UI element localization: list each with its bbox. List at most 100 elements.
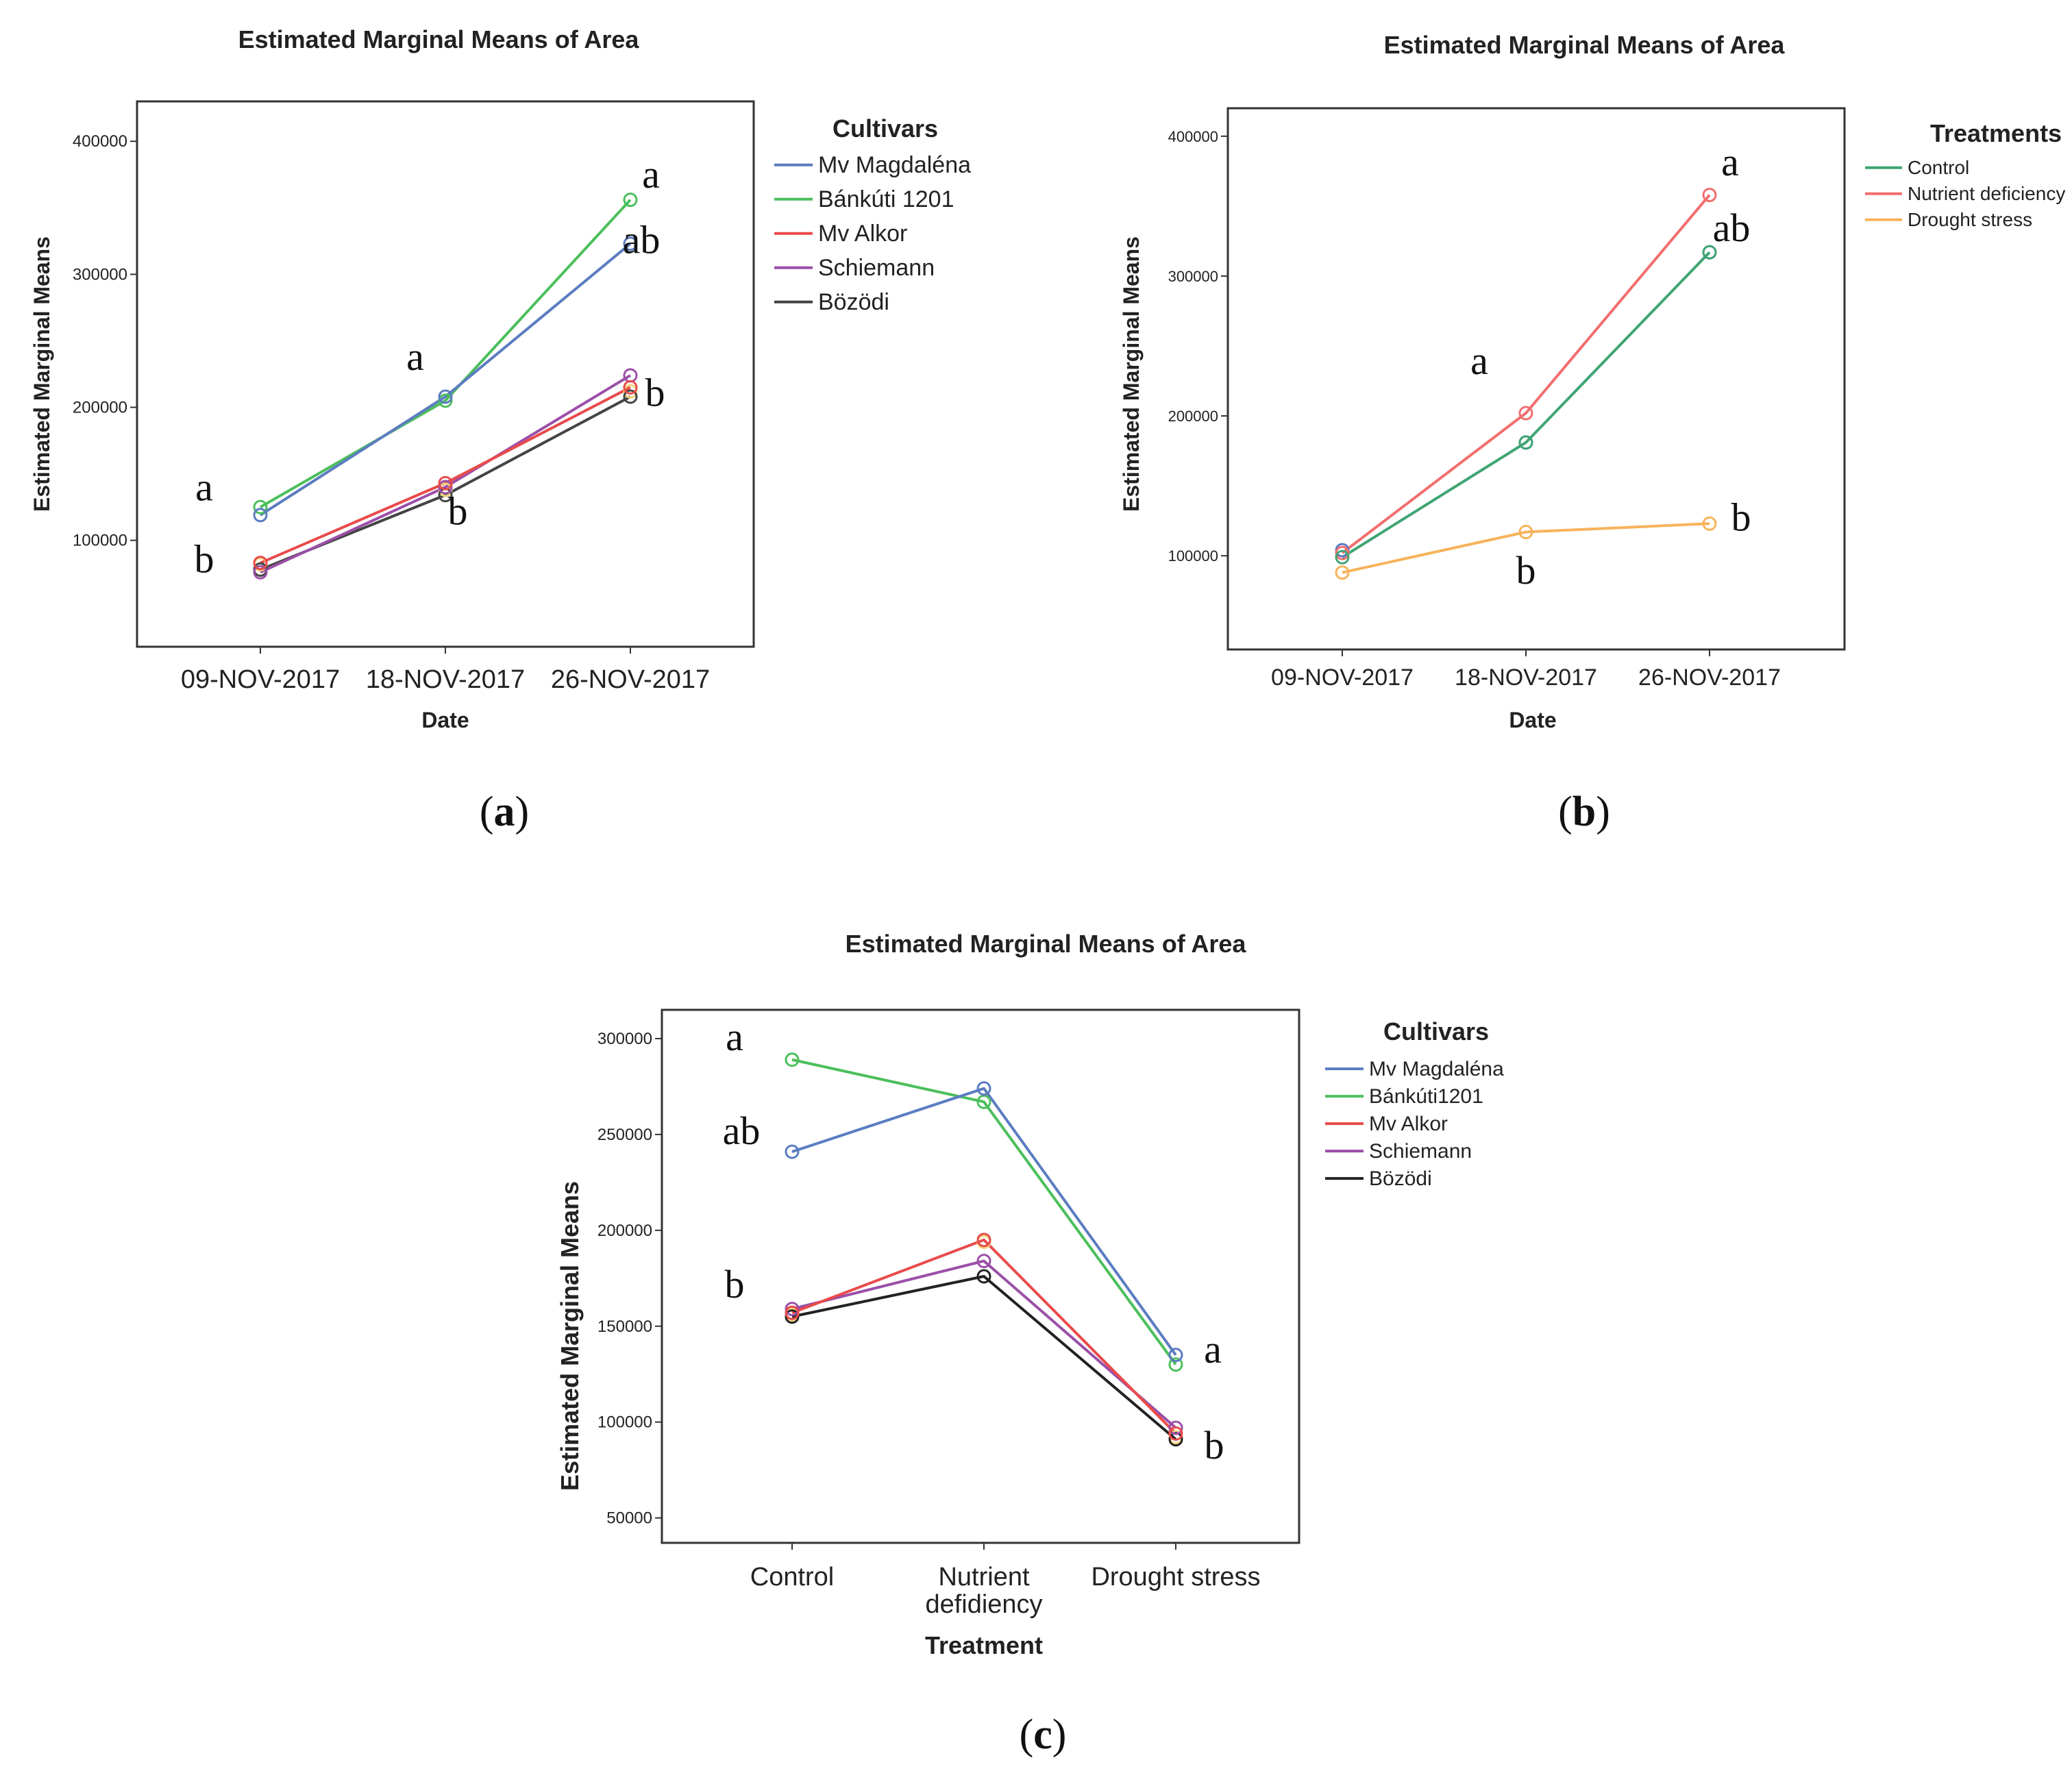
y-tick-label: 100000 — [73, 532, 127, 550]
significance-letter: b — [1731, 495, 1751, 539]
data-point — [976, 1269, 991, 1284]
y-tick-label: 50000 — [606, 1509, 652, 1528]
data-point — [438, 475, 453, 491]
series-line-3 — [1342, 522, 1710, 574]
significance-letter: ab — [1713, 206, 1751, 250]
significance-letter: a — [195, 464, 213, 509]
significance-letter: b — [725, 1262, 745, 1306]
data-point — [1518, 435, 1533, 450]
y-tick-label: 300000 — [1168, 268, 1218, 285]
data-point — [623, 193, 638, 208]
data-point — [976, 1232, 991, 1248]
data-point — [1335, 565, 1350, 580]
y-tick-label: 100000 — [597, 1413, 652, 1432]
legend-label: Mv Alkor — [818, 221, 907, 247]
chart-panel-a: Estimated Marginal Means of Area 100000 20… — [0, 0, 1036, 884]
data-point — [785, 1305, 800, 1320]
data-point — [253, 565, 268, 580]
data-point — [1702, 188, 1717, 203]
x-tick-label: 09-NOV-2017 — [1271, 665, 1414, 691]
data-point — [253, 508, 268, 523]
series-line-4 — [260, 374, 632, 574]
significance-letter: ab — [623, 217, 661, 262]
data-point — [976, 1254, 991, 1269]
significance-letter: a — [1721, 140, 1739, 184]
x-tick-label: 09-NOV-2017 — [181, 665, 340, 694]
series-line-3 — [791, 1238, 1177, 1435]
significance-letter: b — [1205, 1423, 1224, 1467]
x-tick-label: Nutrient defidiency — [925, 1563, 1042, 1619]
significance-letter: ab — [723, 1108, 761, 1153]
legend-label: Bözödi — [818, 289, 889, 315]
series-line-2 — [260, 199, 632, 508]
legend-title: Cultivars — [832, 114, 938, 143]
chart-c-svg: Estimated Marginal Means of Area 50000 100… — [556, 930, 1504, 1758]
data-point — [438, 480, 453, 495]
legend-label: Schiemann — [818, 255, 935, 281]
significance-letter: a — [726, 1015, 743, 1059]
x-axis-label: Date — [421, 708, 469, 732]
data-point — [1518, 525, 1533, 540]
x-tick-label: 18-NOV-2017 — [1455, 665, 1597, 691]
data-point — [253, 556, 268, 571]
panel-caption: (c) — [1020, 1711, 1067, 1758]
data-point — [785, 1144, 800, 1159]
x-tick-label: 26-NOV-2017 — [551, 665, 710, 694]
y-tick-label: 200000 — [597, 1222, 652, 1240]
y-tick-label: 250000 — [597, 1126, 652, 1144]
legend-label: Drought stress — [1908, 209, 2032, 230]
data-point — [1335, 549, 1350, 565]
chart-title: Estimated Marginal Means of Area — [1384, 31, 1786, 59]
chart-panel-c: Estimated Marginal Means of Area 50000 100… — [518, 884, 1554, 1784]
data-point — [623, 389, 638, 404]
series-line-2 — [791, 1058, 1177, 1365]
chart-title: Estimated Marginal Means of Area — [846, 930, 1247, 958]
chart-a-svg: Estimated Marginal Means of Area 100000 20… — [29, 25, 971, 835]
data-point — [1168, 1348, 1183, 1363]
legend-label: Schiemann — [1369, 1140, 1472, 1163]
legend-title: Cultivars — [1383, 1017, 1489, 1045]
plot-frame — [1226, 107, 1846, 651]
series-line-4 — [791, 1259, 1177, 1429]
data-point — [1702, 245, 1717, 260]
legend-label: Bánkúti 1201 — [818, 186, 954, 212]
legend-label: Mv Alkor — [1369, 1113, 1448, 1135]
legend-title: Treatments — [1930, 119, 2062, 147]
chart-b-svg: Estimated Marginal Means of Area 100000 20… — [1119, 31, 2065, 835]
legend-label: Bözödi — [1369, 1167, 1432, 1190]
x-axis-label: Date — [1509, 708, 1556, 732]
data-point — [976, 1094, 991, 1109]
significance-letter: b — [645, 371, 665, 415]
data-point — [1518, 406, 1533, 421]
significance-letter: a — [1470, 338, 1488, 383]
x-tick-label: 18-NOV-2017 — [366, 665, 525, 694]
data-point — [1702, 516, 1717, 531]
data-point — [438, 389, 453, 404]
legend-label: Bánkúti1201 — [1369, 1085, 1483, 1108]
y-tick-label: 400000 — [1168, 128, 1218, 145]
chart-title: Estimated Marginal Means of Area — [238, 25, 640, 53]
extra-marker — [623, 384, 638, 399]
data-point — [1335, 545, 1350, 560]
x-tick-label: Drought stress — [1091, 1563, 1260, 1591]
y-tick-label: 400000 — [73, 132, 127, 151]
y-axis-label: Estimated Marginal Means — [556, 1181, 584, 1491]
legend-label: Nutrient deficiency — [1908, 183, 2065, 204]
panel-caption: (b) — [1558, 789, 1610, 835]
data-point — [785, 1309, 800, 1324]
data-point — [1168, 1420, 1183, 1435]
chart-panel-b: Estimated Marginal Means of Area 100000 20… — [1036, 0, 2072, 884]
data-point — [976, 1081, 991, 1096]
significance-letter: b — [448, 488, 468, 533]
y-tick-label: 300000 — [597, 1030, 652, 1048]
data-point — [1168, 1357, 1183, 1372]
series-line-1 — [791, 1087, 1177, 1356]
plot-frame — [661, 1008, 1300, 1544]
data-point — [623, 380, 638, 395]
x-tick-label: 26-NOV-2017 — [1638, 665, 1781, 691]
y-tick-label: 200000 — [73, 399, 127, 417]
y-tick-label: 300000 — [73, 265, 127, 284]
x-axis-label: Treatment — [925, 1631, 1043, 1659]
significance-letter: a — [1204, 1327, 1222, 1372]
significance-letter: a — [406, 334, 424, 379]
